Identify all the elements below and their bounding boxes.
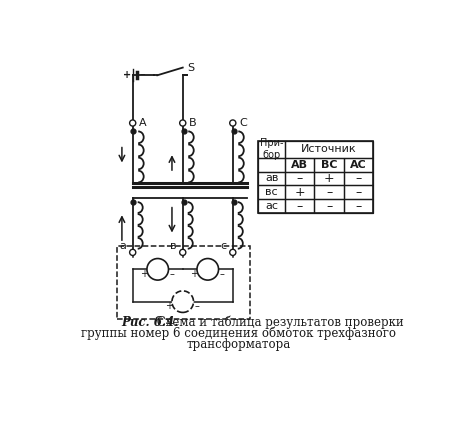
Text: Схема и таблица результатов проверки: Схема и таблица результатов проверки: [154, 316, 404, 329]
Circle shape: [180, 249, 186, 255]
Text: Рис. 6.4.: Рис. 6.4.: [121, 316, 178, 329]
Text: –: –: [139, 70, 145, 79]
Text: –: –: [297, 172, 303, 185]
Text: C: C: [239, 118, 247, 128]
Text: –: –: [194, 301, 199, 311]
Text: +: +: [123, 70, 131, 79]
Text: АС: АС: [350, 160, 367, 170]
Text: ас: ас: [265, 201, 278, 211]
Circle shape: [230, 120, 236, 126]
Text: При-
бор: При- бор: [260, 138, 283, 160]
Text: ВС: ВС: [321, 160, 337, 170]
Text: с: с: [220, 241, 226, 251]
Text: A: A: [139, 118, 147, 128]
Text: группы номер 6 соединения обмоток трехфазного: группы номер 6 соединения обмоток трехфа…: [81, 327, 396, 340]
Text: +: +: [165, 301, 173, 311]
Text: –: –: [355, 172, 361, 185]
Circle shape: [180, 120, 186, 126]
Text: вс: вс: [265, 187, 278, 197]
Text: –: –: [355, 186, 361, 199]
Text: –: –: [326, 200, 332, 213]
Text: АВ: АВ: [291, 160, 308, 170]
Text: S: S: [187, 62, 194, 73]
Text: –: –: [326, 186, 332, 199]
Text: а: а: [120, 241, 127, 251]
Text: ав: ав: [265, 173, 278, 184]
Circle shape: [130, 120, 136, 126]
Text: Источник: Источник: [301, 144, 357, 154]
Text: –: –: [219, 269, 224, 279]
Text: +: +: [190, 269, 198, 279]
Circle shape: [230, 249, 236, 255]
Text: –: –: [355, 200, 361, 213]
Text: –: –: [169, 269, 174, 279]
Text: B: B: [189, 118, 197, 128]
Text: трансформатора: трансформатора: [187, 338, 291, 351]
Circle shape: [197, 259, 219, 280]
Text: +: +: [324, 172, 334, 185]
Text: +: +: [295, 186, 305, 199]
Text: –: –: [297, 200, 303, 213]
Text: в: в: [170, 241, 177, 251]
Text: +: +: [140, 269, 148, 279]
Circle shape: [172, 291, 193, 312]
Circle shape: [130, 249, 136, 255]
Circle shape: [147, 259, 169, 280]
